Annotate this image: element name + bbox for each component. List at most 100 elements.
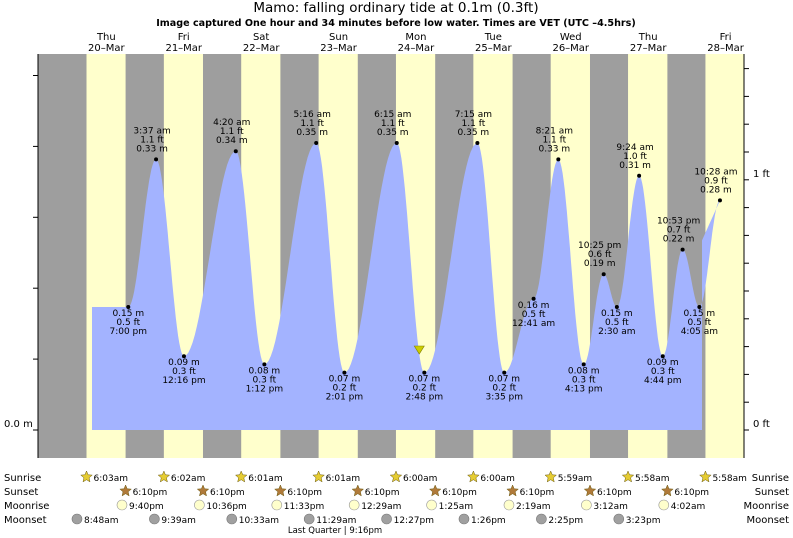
extreme-time-label: 1:12 pm xyxy=(246,384,284,394)
extreme-m-label: 0.15 m xyxy=(684,309,716,319)
moonset-time: 8:48am xyxy=(84,516,119,526)
extreme-ft-label: 0.5 ft xyxy=(688,318,712,328)
extreme-time-label: 3:37 am xyxy=(133,126,170,136)
extreme-time-label: 5:16 am xyxy=(294,110,331,120)
extreme-ft-label: 0.3 ft xyxy=(172,367,196,377)
extreme-ft-label: 0.3 ft xyxy=(572,375,596,385)
extreme-time-label: 2:30 am xyxy=(598,327,635,337)
extreme-m-label: 0.34 m xyxy=(216,136,248,146)
extreme-time-label: 2:48 pm xyxy=(406,393,444,403)
extreme-m-label: 0.33 m xyxy=(538,144,570,154)
extreme-point xyxy=(181,354,186,359)
extreme-time-label: 12:16 pm xyxy=(162,376,205,386)
right-axis-label: 1 ft xyxy=(753,169,770,180)
sunrise-icon xyxy=(312,470,325,483)
sunrise-icon xyxy=(699,470,712,483)
sunset-time: 6:10pm xyxy=(210,488,245,498)
extreme-m-label: 0.07 m xyxy=(408,375,440,385)
day-of-week: Thu xyxy=(96,32,116,43)
day-header: Thu20–MarFri21–MarSat22–MarSun23–MarMon2… xyxy=(88,32,745,54)
extreme-m-label: 0.28 m xyxy=(700,185,732,195)
moonrise-icon xyxy=(116,499,128,511)
extreme-labels: 0.15 m0.5 ft7:00 pm3:37 am1.1 ft0.33 m0.… xyxy=(109,110,737,403)
axes: 0.0 m 0 ft 1 ft xyxy=(4,54,770,458)
sunrise-icon xyxy=(621,470,635,483)
extreme-point xyxy=(637,173,642,178)
row-label-left-sunset: Sunset xyxy=(4,487,38,498)
extreme-point xyxy=(126,305,131,309)
extreme-point xyxy=(581,362,586,367)
extreme-m-label: 0.35 m xyxy=(296,128,328,138)
extreme-ft-label: 0.2 ft xyxy=(492,384,516,394)
moonrise-icon xyxy=(581,499,592,511)
extreme-m-label: 0.08 m xyxy=(568,366,600,376)
sunrise-icon xyxy=(80,470,93,483)
extreme-time-label: 4:05 am xyxy=(681,327,718,337)
extreme-m-label: 0.15 m xyxy=(601,309,633,319)
extreme-time-label: 6:15 am xyxy=(374,110,411,120)
moonrise-time: 3:12am xyxy=(593,502,628,512)
moonrise-icon xyxy=(658,499,670,511)
extreme-time-label: 7:00 pm xyxy=(109,327,147,337)
sunset-icon xyxy=(119,484,132,497)
moonset-icon xyxy=(226,513,238,525)
moonset-time: 12:27pm xyxy=(394,516,434,526)
sunrise-time: 6:00am xyxy=(480,474,514,484)
day-date: 26–Mar xyxy=(552,43,589,54)
sunrise-time: 6:03am xyxy=(94,474,129,484)
extreme-point xyxy=(342,370,347,375)
extreme-m-label: 0.19 m xyxy=(584,259,616,269)
extreme-point xyxy=(556,157,561,162)
extreme-point xyxy=(475,141,480,145)
moonset-icon xyxy=(303,513,315,525)
extreme-ft-label: 1.1 ft xyxy=(462,119,486,129)
row-label-right-moonset: Moonset xyxy=(747,515,790,526)
day-date: 28–Mar xyxy=(707,43,744,54)
extreme-m-label: 0.08 m xyxy=(249,366,281,376)
extreme-time-label: 2:01 pm xyxy=(326,393,364,403)
extreme-time-label: 4:13 pm xyxy=(565,384,603,394)
day-of-week: Mon xyxy=(405,32,426,43)
sunrise-icon xyxy=(466,470,480,483)
moonset-time: 11:29am xyxy=(316,516,356,526)
row-label-right-sunset: Sunset xyxy=(755,487,789,498)
extreme-ft-label: 0.2 ft xyxy=(333,384,357,394)
extreme-m-label: 0.33 m xyxy=(136,144,168,154)
moonrise-time: 11:33pm xyxy=(284,502,324,512)
sunrise-time: 6:00am xyxy=(403,474,438,484)
extreme-ft-label: 1.1 ft xyxy=(220,127,244,137)
moonset-icon xyxy=(381,513,392,525)
moonset-icon xyxy=(613,513,625,525)
extreme-time-label: 12:41 am xyxy=(512,319,555,329)
extreme-ft-label: 1.1 ft xyxy=(542,135,566,145)
moonset-icon xyxy=(71,513,83,525)
tide-area-group xyxy=(92,143,720,430)
extreme-time-label: 8:21 am xyxy=(536,126,573,136)
extreme-ft-label: 1.1 ft xyxy=(381,119,405,129)
extreme-m-label: 0.15 m xyxy=(112,309,144,319)
day-of-week: Tue xyxy=(484,32,502,43)
sunrise-time: 5:58am xyxy=(712,474,747,484)
day-date: 24–Mar xyxy=(398,43,435,54)
extreme-ft-label: 0.6 ft xyxy=(588,250,612,260)
day-of-week: Thu xyxy=(638,32,658,43)
extreme-point xyxy=(601,272,606,277)
extreme-ft-label: 0.5 ft xyxy=(116,318,140,328)
day-date: 25–Mar xyxy=(475,43,512,54)
extreme-m-label: 0.35 m xyxy=(458,128,490,138)
daylight-band xyxy=(705,54,744,458)
extreme-ft-label: 1.0 ft xyxy=(623,152,647,162)
extreme-point xyxy=(697,305,702,309)
moonset-time: 2:25pm xyxy=(548,516,583,526)
extreme-point xyxy=(680,247,685,252)
moonset-icon xyxy=(458,513,470,525)
extreme-time-label: 9:24 am xyxy=(616,143,653,153)
extreme-ft-label: 0.3 ft xyxy=(651,367,675,377)
extreme-m-label: 0.16 m xyxy=(518,301,550,311)
now-marker xyxy=(413,345,425,355)
sunrise-time: 6:02am xyxy=(171,474,206,484)
extreme-m-label: 0.07 m xyxy=(488,375,520,385)
moonrise-icon xyxy=(271,499,283,511)
day-date: 23–Mar xyxy=(320,43,357,54)
